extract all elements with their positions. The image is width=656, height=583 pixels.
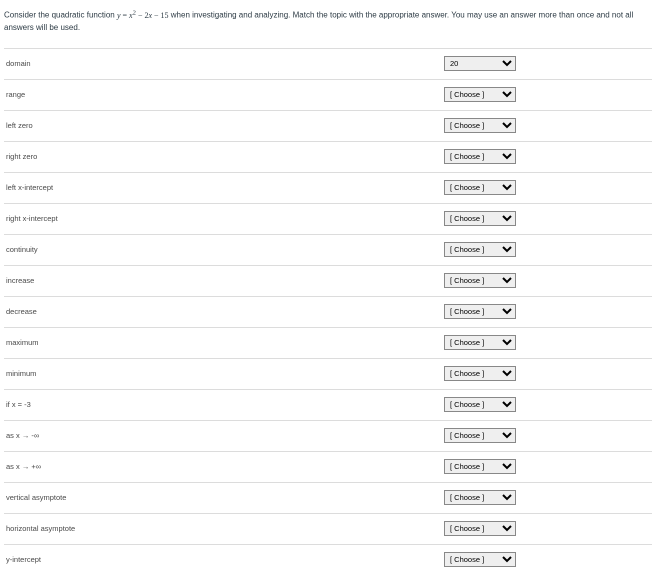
match-row: vertical asymptote[ Choose ] xyxy=(4,482,652,513)
matching-rows: domain20range[ Choose ]left zero[ Choose… xyxy=(4,48,652,575)
question-prompt: Consider the quadratic function y=x2−2x−… xyxy=(4,8,652,34)
function-expression: y=x2−2x−15 xyxy=(117,11,169,20)
answer-select[interactable]: [ Choose ] xyxy=(444,397,516,412)
match-label: continuity xyxy=(4,245,444,254)
match-select-cell: [ Choose ] xyxy=(444,180,516,195)
match-select-cell: [ Choose ] xyxy=(444,242,516,257)
match-label: left x-intercept xyxy=(4,183,444,192)
answer-select[interactable]: 20 xyxy=(444,56,516,71)
match-select-cell: [ Choose ] xyxy=(444,521,516,536)
match-row: horizontal asymptote[ Choose ] xyxy=(4,513,652,544)
match-label: as x → -∞ xyxy=(4,431,444,440)
match-label: right x-intercept xyxy=(4,214,444,223)
match-row: right x-intercept[ Choose ] xyxy=(4,203,652,234)
match-label: increase xyxy=(4,276,444,285)
match-label: domain xyxy=(4,59,444,68)
match-row: y-intercept[ Choose ] xyxy=(4,544,652,575)
match-select-cell: [ Choose ] xyxy=(444,428,516,443)
match-label: range xyxy=(4,90,444,99)
answer-select[interactable]: [ Choose ] xyxy=(444,366,516,381)
answer-select[interactable]: [ Choose ] xyxy=(444,552,516,567)
match-row: continuity[ Choose ] xyxy=(4,234,652,265)
match-label: decrease xyxy=(4,307,444,316)
match-row: range[ Choose ] xyxy=(4,79,652,110)
answer-select[interactable]: [ Choose ] xyxy=(444,459,516,474)
match-row: as x → +∞[ Choose ] xyxy=(4,451,652,482)
match-label: y-intercept xyxy=(4,555,444,564)
match-select-cell: [ Choose ] xyxy=(444,87,516,102)
answer-select[interactable]: [ Choose ] xyxy=(444,490,516,505)
answer-select[interactable]: [ Choose ] xyxy=(444,211,516,226)
answer-select[interactable]: [ Choose ] xyxy=(444,335,516,350)
match-select-cell: [ Choose ] xyxy=(444,149,516,164)
match-label: horizontal asymptote xyxy=(4,524,444,533)
answer-select[interactable]: [ Choose ] xyxy=(444,87,516,102)
match-select-cell: [ Choose ] xyxy=(444,118,516,133)
match-row: increase[ Choose ] xyxy=(4,265,652,296)
match-select-cell: [ Choose ] xyxy=(444,552,516,567)
answer-select[interactable]: [ Choose ] xyxy=(444,273,516,288)
match-select-cell: 20 xyxy=(444,56,516,71)
match-label: vertical asymptote xyxy=(4,493,444,502)
match-select-cell: [ Choose ] xyxy=(444,459,516,474)
answer-select[interactable]: [ Choose ] xyxy=(444,180,516,195)
match-label: maximum xyxy=(4,338,444,347)
match-select-cell: [ Choose ] xyxy=(444,273,516,288)
answer-select[interactable]: [ Choose ] xyxy=(444,149,516,164)
match-label: right zero xyxy=(4,152,444,161)
match-label: left zero xyxy=(4,121,444,130)
match-label: as x → +∞ xyxy=(4,462,444,471)
match-row: right zero[ Choose ] xyxy=(4,141,652,172)
match-select-cell: [ Choose ] xyxy=(444,211,516,226)
match-select-cell: [ Choose ] xyxy=(444,366,516,381)
match-select-cell: [ Choose ] xyxy=(444,304,516,319)
match-row: left zero[ Choose ] xyxy=(4,110,652,141)
answer-select[interactable]: [ Choose ] xyxy=(444,304,516,319)
answer-select[interactable]: [ Choose ] xyxy=(444,118,516,133)
match-row: minimum[ Choose ] xyxy=(4,358,652,389)
match-row: decrease[ Choose ] xyxy=(4,296,652,327)
prompt-lead: Consider the quadratic function xyxy=(4,11,117,20)
match-row: if x = -3[ Choose ] xyxy=(4,389,652,420)
answer-select[interactable]: [ Choose ] xyxy=(444,242,516,257)
match-select-cell: [ Choose ] xyxy=(444,490,516,505)
match-label: if x = -3 xyxy=(4,400,444,409)
match-row: as x → -∞[ Choose ] xyxy=(4,420,652,451)
match-row: maximum[ Choose ] xyxy=(4,327,652,358)
answer-select[interactable]: [ Choose ] xyxy=(444,428,516,443)
match-select-cell: [ Choose ] xyxy=(444,335,516,350)
match-row: domain20 xyxy=(4,48,652,79)
match-label: minimum xyxy=(4,369,444,378)
match-select-cell: [ Choose ] xyxy=(444,397,516,412)
match-row: left x-intercept[ Choose ] xyxy=(4,172,652,203)
answer-select[interactable]: [ Choose ] xyxy=(444,521,516,536)
